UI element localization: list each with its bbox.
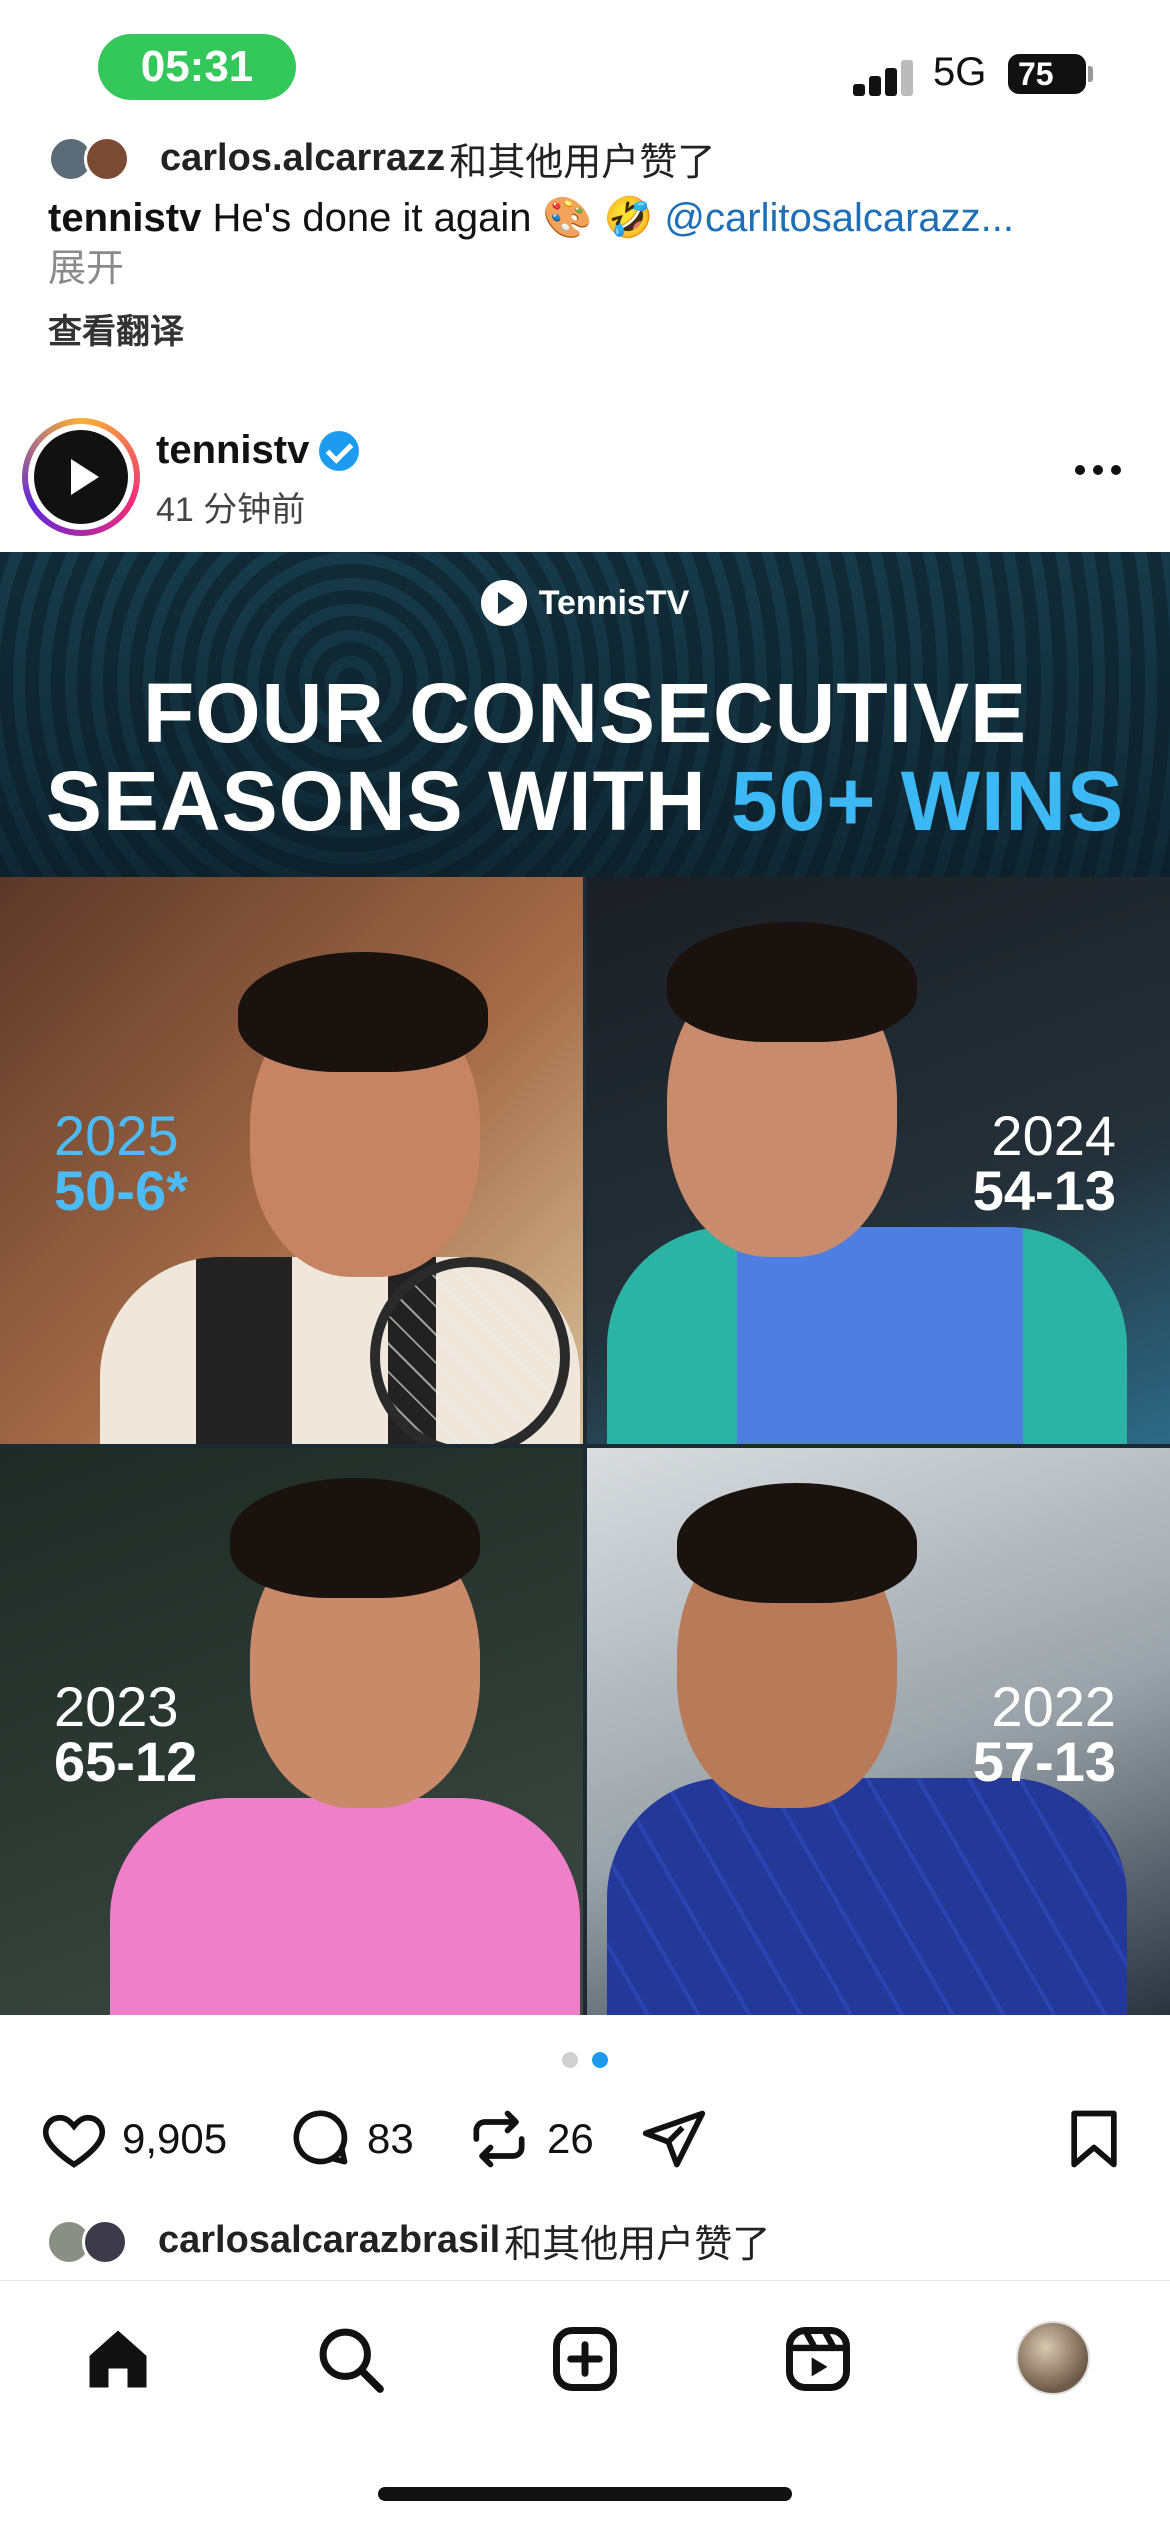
liked-by-username[interactable]: carlosalcarazbrasil: [158, 2219, 501, 2261]
caption-username[interactable]: tennistv: [48, 196, 202, 240]
comment-icon: [293, 2110, 348, 2165]
share-button[interactable]: [640, 2105, 708, 2173]
caption-body: He's done it again 🎨 🤣: [212, 196, 654, 240]
verified-badge-icon: [319, 430, 360, 471]
post-actions: 9,905 83 26: [40, 2105, 1140, 2177]
headline-accent-text: 50+ WINS: [730, 754, 1125, 848]
image-brand-text: TennisTV: [538, 583, 690, 622]
more-options-icon[interactable]: [1075, 465, 1121, 475]
profile-avatar[interactable]: [1016, 2321, 1090, 2395]
photo-panel-2023: 2023 65-12: [0, 1448, 583, 2015]
bookmark-icon: [1071, 2110, 1117, 2168]
comment-count: 83: [367, 2115, 414, 2162]
liked-by-username[interactable]: carlos.alcarrazz: [160, 136, 446, 179]
battery-icon: 75: [1008, 54, 1086, 94]
home-icon[interactable]: [80, 2321, 156, 2397]
tennistv-logo-icon: [71, 459, 99, 495]
caption-mention[interactable]: @carlitosalcarazz...: [664, 196, 1015, 240]
like-button[interactable]: 9,905: [40, 2105, 227, 2173]
battery-level: 75: [1018, 55, 1054, 92]
post-time: 41 分钟前: [156, 491, 306, 529]
network-type: 5G: [933, 50, 987, 94]
tennistv-brand-icon: [480, 580, 527, 626]
racket-graphic: [370, 1257, 570, 1444]
save-button[interactable]: [1060, 2105, 1128, 2173]
image-banner: TennisTV FOUR CONSECUTIVE SEASONS WITH 5…: [0, 552, 1170, 877]
previous-post-caption: carlos.alcarrazz 和其他用户赞了 tennistv He's d…: [48, 130, 1128, 353]
post-username[interactable]: tennistv: [156, 428, 310, 472]
panel-record: 57-13: [972, 1730, 1116, 1793]
repost-button[interactable]: 26: [465, 2105, 594, 2173]
post-header: tennistv 41 分钟前: [0, 410, 1170, 540]
panel-year: 2022: [991, 1675, 1116, 1738]
post-username-row[interactable]: tennistv: [156, 428, 360, 473]
photo-panel-2022: 2022 57-13: [587, 1448, 1170, 2015]
photo-panel-2025: 2025 50-6*: [0, 877, 583, 1444]
image-photo-grid: 2025 50-6* 2024 54-13 2023 65-12 2022 57…: [0, 877, 1170, 2015]
reels-icon[interactable]: [780, 2321, 856, 2397]
post-image[interactable]: TennisTV FOUR CONSECUTIVE SEASONS WITH 5…: [0, 552, 1170, 2015]
liked-by-row[interactable]: carlosalcarazbrasil 和其他用户赞了: [46, 2213, 770, 2268]
photo-panel-2024: 2024 54-13: [587, 877, 1170, 1444]
caption-text: tennistv He's done it again 🎨 🤣 @carlito…: [48, 192, 1128, 244]
carousel-dot: [562, 2052, 578, 2068]
liked-by-avatars: [46, 2216, 148, 2266]
heart-icon: [42, 2114, 106, 2168]
image-brand: TennisTV: [0, 580, 1170, 626]
headline-white-text: SEASONS WITH: [45, 754, 707, 848]
carousel-indicator: [0, 2052, 1170, 2068]
post-avatar[interactable]: [22, 418, 140, 536]
image-headline-line2: SEASONS WITH 50+ WINS: [0, 758, 1170, 844]
home-indicator: [378, 2487, 792, 2501]
translate-link[interactable]: 查看翻译: [48, 313, 184, 351]
panel-record: 54-13: [972, 1159, 1116, 1222]
bottom-navigation: [0, 2280, 1170, 2532]
repost-icon: [473, 2110, 525, 2168]
image-headline-line1: FOUR CONSECUTIVE: [142, 666, 1028, 760]
battery-cap: [1088, 66, 1093, 82]
create-icon[interactable]: [547, 2321, 623, 2397]
liked-by-row[interactable]: carlos.alcarrazz 和其他用户赞了: [48, 130, 1128, 186]
send-icon: [642, 2110, 706, 2168]
comment-button[interactable]: 83: [285, 2105, 414, 2173]
panel-record: 65-12: [54, 1730, 198, 1793]
liked-by-suffix: 和其他用户赞了: [449, 141, 716, 184]
panel-year: 2024: [991, 1104, 1116, 1167]
panel-year: 2025: [54, 1104, 179, 1167]
liked-by-suffix: 和其他用户赞了: [504, 2224, 771, 2266]
repost-count: 26: [547, 2115, 594, 2162]
panel-record: 50-6*: [54, 1159, 188, 1222]
status-time: 05:31: [98, 34, 296, 100]
liked-by-avatars: [48, 133, 150, 183]
search-icon[interactable]: [312, 2321, 388, 2397]
like-count: 9,905: [122, 2115, 228, 2162]
carousel-dot-active: [592, 2052, 608, 2068]
status-bar: 05:31 5G 75: [0, 0, 1170, 135]
expand-link[interactable]: 展开: [48, 248, 125, 290]
signal-icon: [853, 58, 915, 96]
panel-year: 2023: [54, 1675, 179, 1738]
